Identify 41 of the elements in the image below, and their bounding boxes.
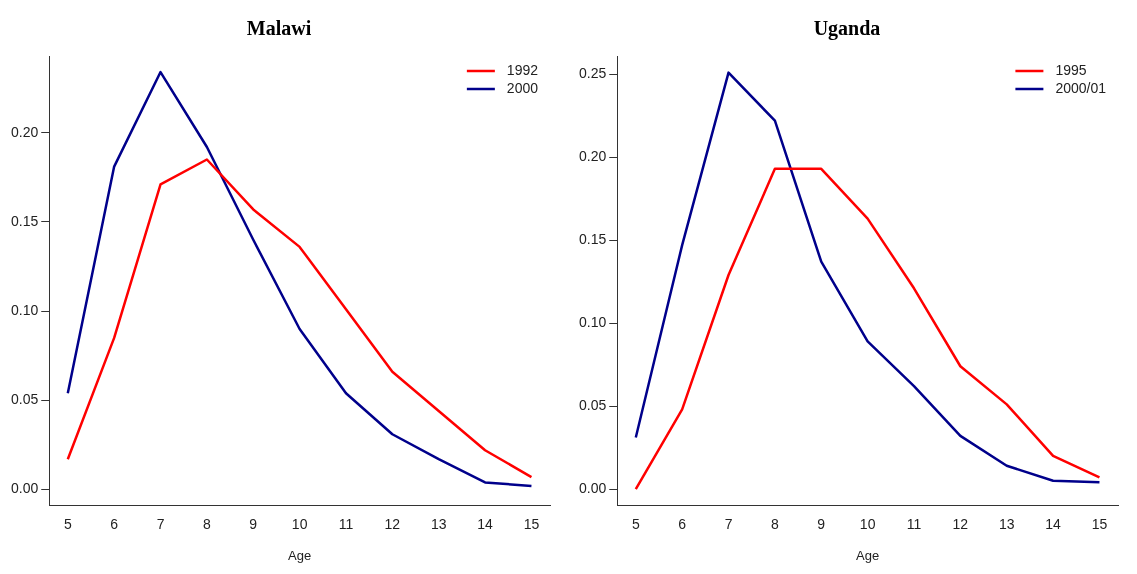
x-tick-label: 9 bbox=[817, 515, 826, 532]
x-tick-label: 10 bbox=[291, 515, 308, 532]
legend-label: 1995 bbox=[1055, 61, 1087, 78]
x-tick-label: 12 bbox=[384, 515, 401, 532]
y-tick-label: 0.15 bbox=[11, 212, 39, 229]
x-tick-label: 11 bbox=[906, 515, 922, 532]
legend-label: 1992 bbox=[506, 61, 539, 78]
x-tick-label: 9 bbox=[249, 515, 258, 532]
x-tick-label: 12 bbox=[952, 515, 969, 532]
chart-title: Uganda bbox=[813, 17, 881, 41]
x-tick-label: 13 bbox=[998, 515, 1015, 532]
y-tick-label: 0.10 bbox=[579, 313, 607, 330]
x-axis-title: Age bbox=[288, 547, 312, 563]
x-tick-label: 5 bbox=[631, 515, 640, 532]
x-tick-label: 7 bbox=[724, 515, 733, 532]
y-tick-label: 0.05 bbox=[11, 391, 39, 408]
x-tick-label: 7 bbox=[156, 515, 165, 532]
legend-label: 2000 bbox=[506, 79, 539, 96]
y-tick-label: 0.20 bbox=[579, 148, 607, 165]
y-tick-label: 0.05 bbox=[579, 396, 607, 413]
y-tick-label: 0.25 bbox=[579, 65, 607, 82]
x-tick-label: 5 bbox=[63, 515, 72, 532]
x-tick-label: 14 bbox=[477, 515, 494, 532]
x-tick-label: 14 bbox=[1045, 515, 1062, 532]
x-axis-title: Age bbox=[856, 547, 880, 563]
x-tick-label: 11 bbox=[338, 515, 354, 532]
x-tick-label: 10 bbox=[859, 515, 876, 532]
y-tick-label: 0.15 bbox=[579, 231, 607, 248]
y-tick-label: 0.20 bbox=[11, 123, 39, 140]
x-tick-label: 6 bbox=[678, 515, 687, 532]
x-tick-label: 15 bbox=[523, 515, 540, 532]
y-tick-label: 0.00 bbox=[579, 479, 607, 496]
x-tick-label: 13 bbox=[430, 515, 447, 532]
legend-label: 2000/01 bbox=[1055, 79, 1107, 96]
y-tick-label: 0.10 bbox=[11, 301, 39, 318]
x-tick-label: 6 bbox=[110, 515, 119, 532]
x-tick-label: 15 bbox=[1091, 515, 1108, 532]
chart-title: Malawi bbox=[246, 17, 312, 40]
x-tick-label: 8 bbox=[770, 515, 779, 532]
y-tick-label: 0.00 bbox=[11, 480, 39, 497]
x-tick-label: 8 bbox=[202, 515, 211, 532]
